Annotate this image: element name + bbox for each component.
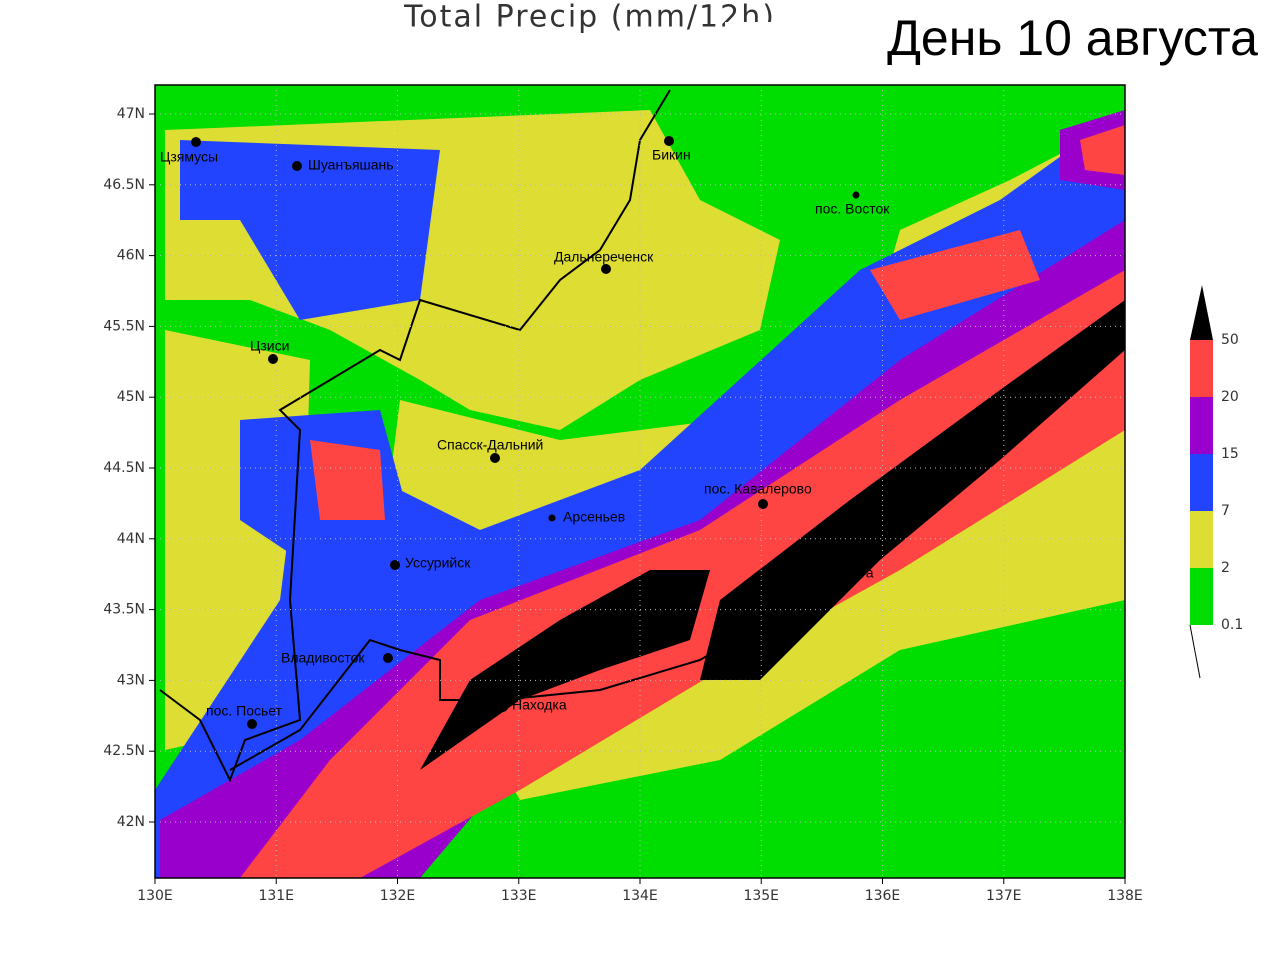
- place-dot: [758, 499, 768, 509]
- place-label: Дальнереченск: [554, 249, 654, 265]
- place-label: Цзямусы: [160, 149, 218, 165]
- x-tick-label: 138E: [1107, 888, 1143, 904]
- place-dot: [490, 453, 500, 463]
- x-tick-label: 132E: [380, 888, 416, 904]
- place-label: пос. Кавалерово: [704, 481, 812, 497]
- place-label: Цзиси: [250, 338, 289, 354]
- x-tick-label: 137E: [986, 888, 1022, 904]
- y-tick-label: 44N: [117, 531, 145, 547]
- x-tick-label: 136E: [865, 888, 901, 904]
- title: Total Precip (mm/12h): [403, 0, 776, 35]
- y-tick-label: 47N: [117, 106, 145, 122]
- place-dot: [852, 191, 860, 199]
- precip-field: [155, 85, 1125, 878]
- place-label: Владивосток: [281, 650, 365, 666]
- y-tick-label: 46.5N: [103, 177, 145, 193]
- y-tick-label: 42.5N: [103, 743, 145, 759]
- place-label: Спасск-Дальний: [437, 437, 543, 453]
- place-label: пос. Посьет: [206, 703, 283, 719]
- legend-level: 2: [1221, 560, 1230, 576]
- y-tick-label: 42N: [117, 814, 145, 830]
- place-dot: [815, 569, 825, 579]
- place-dot: [498, 702, 508, 712]
- legend-level: 50: [1221, 332, 1239, 348]
- y-tick-label: 45.5N: [103, 318, 145, 334]
- x-tick-label: 133E: [501, 888, 537, 904]
- y-tick-label: 43N: [117, 672, 145, 688]
- place-label: Уссурийск: [405, 555, 471, 571]
- place-label: пос. Восток: [815, 201, 890, 217]
- place-label: Арсеньев: [563, 509, 625, 525]
- overlay-title: День 10 августа: [887, 10, 1258, 66]
- place-dot: [383, 653, 393, 663]
- place-dot: [601, 264, 611, 274]
- y-tick-label: 44.5N: [103, 460, 145, 476]
- place-dot: [292, 161, 302, 171]
- map-frame: [154, 84, 1126, 879]
- y-tick-label: 46N: [117, 248, 145, 264]
- legend-level: 15: [1221, 446, 1239, 462]
- place-dot: [390, 560, 400, 570]
- place-label: Находка: [512, 697, 567, 713]
- legend-level: 0.1: [1221, 617, 1243, 633]
- y-tick-label: 43.5N: [103, 602, 145, 618]
- x-tick-label: 131E: [258, 888, 294, 904]
- place-dot: [664, 136, 674, 146]
- place-label: с. Ольга: [820, 565, 874, 581]
- x-tick-label: 134E: [622, 888, 658, 904]
- overlay-box: [725, 22, 1280, 70]
- place-dot: [268, 354, 278, 364]
- place-label: Бикин: [652, 147, 691, 163]
- x-tick-label: 130E: [137, 888, 173, 904]
- legend-level: 20: [1221, 389, 1239, 405]
- colorbar: 50 20 15 7 2 0.1: [1189, 285, 1243, 679]
- legend-level: 7: [1221, 503, 1230, 519]
- place-dot: [247, 719, 257, 729]
- x-tick-label: 135E: [743, 888, 779, 904]
- place-dot: [191, 137, 201, 147]
- place-dot: [548, 514, 556, 522]
- y-tick-label: 45N: [117, 389, 145, 405]
- place-label: Шуанъяшань: [308, 157, 394, 173]
